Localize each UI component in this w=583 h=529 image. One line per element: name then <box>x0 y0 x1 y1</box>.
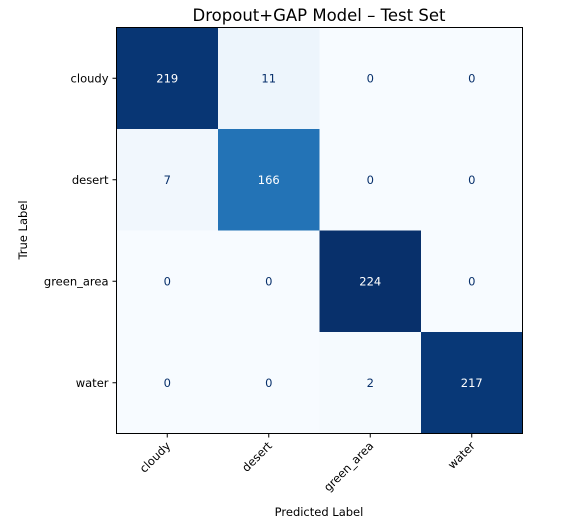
x-tick-label-desert: desert <box>239 438 275 474</box>
heatmap-cell-desert-water <box>421 129 523 231</box>
cell-value-cloudy-green_area: 0 <box>367 71 374 85</box>
cell-value-cloudy-water: 0 <box>468 71 475 85</box>
y-axis-label: True Label <box>16 200 30 260</box>
cell-value-water-green_area: 2 <box>367 376 374 390</box>
cell-value-desert-desert: 166 <box>258 173 280 187</box>
plot-frame <box>116 27 523 434</box>
heatmap-cell-cloudy-cloudy <box>116 27 219 130</box>
heatmap-cell-water-cloudy <box>116 332 219 434</box>
heatmap-cell-water-green_area <box>319 332 422 434</box>
heatmap-cells <box>116 27 523 434</box>
cell-value-desert-water: 0 <box>468 173 475 187</box>
y-tick-label-water: water <box>76 376 109 390</box>
heatmap-cell-green_area-water <box>421 230 523 333</box>
cell-value-green_area-desert: 0 <box>265 274 272 288</box>
cell-value-green_area-green_area: 224 <box>359 274 381 288</box>
heatmap-cell-green_area-green_area <box>319 230 422 333</box>
x-tick-label-water: water <box>445 439 478 472</box>
heatmap-cell-desert-green_area <box>319 129 422 231</box>
x-axis-label: Predicted Label <box>275 505 364 519</box>
cell-value-green_area-water: 0 <box>468 274 475 288</box>
heatmap-cell-green_area-desert <box>218 230 320 333</box>
heatmap-cell-cloudy-water <box>421 27 523 130</box>
heatmap-cell-cloudy-desert <box>218 27 320 130</box>
cell-value-water-cloudy: 0 <box>164 376 171 390</box>
cell-value-desert-cloudy: 7 <box>164 173 171 187</box>
x-tick-label-cloudy: cloudy <box>137 439 174 476</box>
y-tick-label-green_area: green_area <box>44 274 109 288</box>
cell-value-cloudy-desert: 11 <box>261 71 276 85</box>
y-tick-label-cloudy: cloudy <box>71 71 109 85</box>
heatmap-cell-green_area-cloudy <box>116 230 219 333</box>
cell-value-labels: 219 11 0 0 7 166 0 0 0 0 224 0 0 0 2 217 <box>156 71 482 390</box>
heatmap-cell-desert-desert <box>218 129 320 231</box>
y-tick-label-desert: desert <box>72 173 109 187</box>
cell-value-desert-green_area: 0 <box>367 173 374 187</box>
cell-value-green_area-cloudy: 0 <box>164 274 171 288</box>
chart-title: Dropout+GAP Model – Test Set <box>193 6 446 25</box>
heatmap-cell-cloudy-green_area <box>319 27 422 130</box>
heatmap-cell-water-desert <box>218 332 320 434</box>
cell-value-water-water: 217 <box>461 376 483 390</box>
x-axis-ticks: cloudy desert green_area water <box>137 433 478 495</box>
x-tick-label-green_area: green_area <box>321 439 377 495</box>
heatmap-cell-water-water <box>421 332 523 434</box>
cell-value-water-desert: 0 <box>265 376 272 390</box>
cell-value-cloudy-cloudy: 219 <box>156 71 178 85</box>
heatmap-cell-desert-cloudy <box>116 129 219 231</box>
